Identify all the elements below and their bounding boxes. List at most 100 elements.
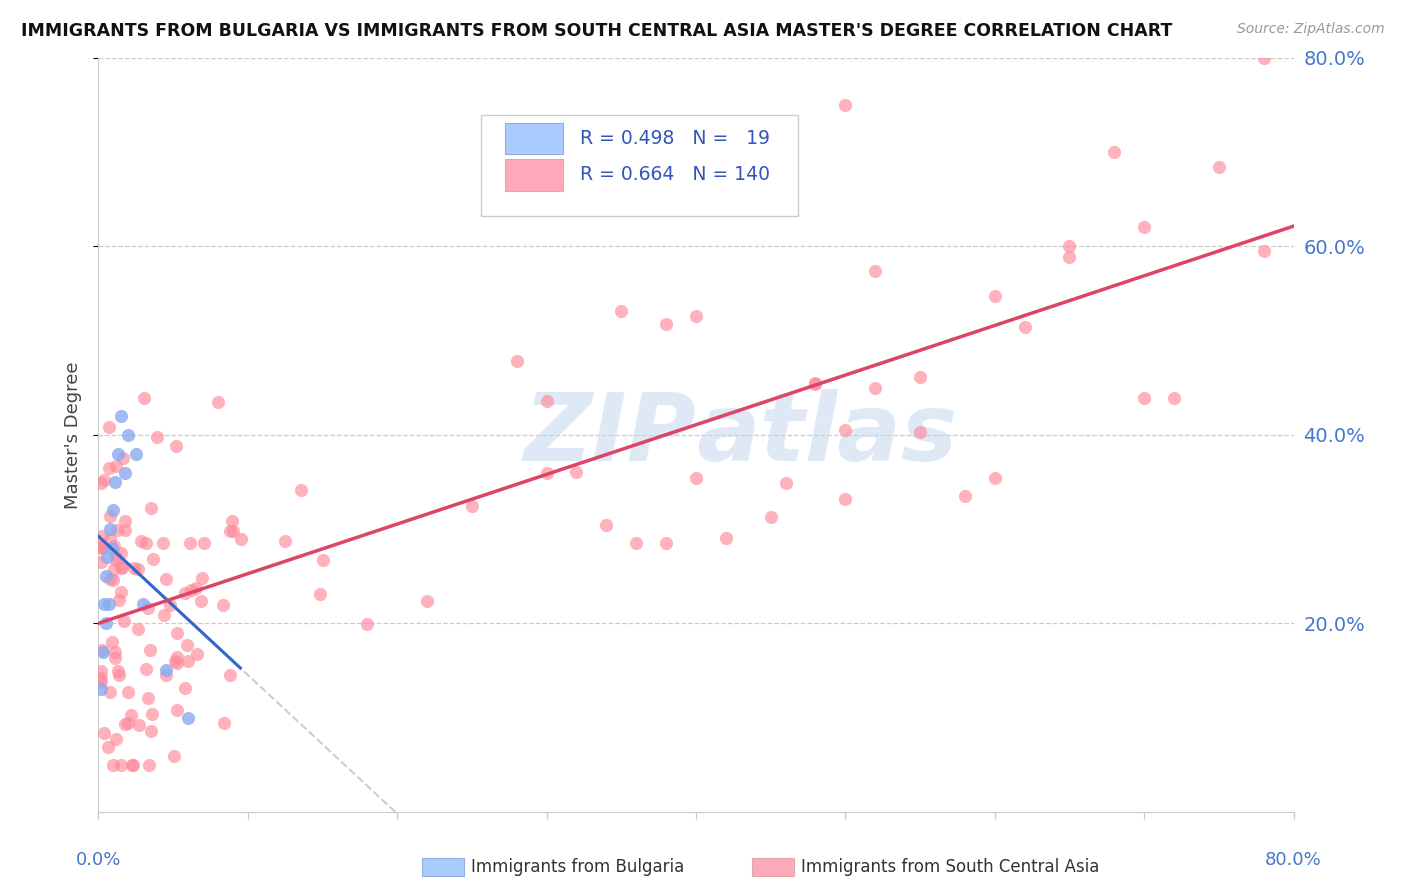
Point — [655, 317, 678, 331]
Text: ZIP: ZIP — [523, 389, 696, 481]
Point — [865, 264, 887, 278]
Point — [127, 562, 149, 576]
Point — [536, 466, 558, 480]
Point — [356, 616, 378, 631]
Point — [124, 561, 146, 575]
Point — [93, 598, 115, 612]
Point — [117, 685, 139, 699]
Point — [91, 644, 114, 658]
Point — [101, 757, 124, 772]
Point — [104, 549, 127, 563]
Point — [536, 393, 558, 408]
Point — [98, 572, 121, 586]
Point — [565, 466, 588, 480]
Point — [114, 524, 136, 538]
Point — [155, 668, 177, 682]
Point — [759, 510, 782, 524]
Point — [93, 726, 115, 740]
Point — [90, 476, 112, 491]
Point — [101, 541, 124, 555]
Point — [90, 540, 112, 554]
Point — [163, 654, 186, 668]
Point — [96, 550, 118, 565]
Point — [104, 650, 127, 665]
Point — [155, 572, 177, 586]
Point — [110, 546, 132, 560]
Point — [90, 682, 112, 697]
Point — [146, 430, 169, 444]
Point — [110, 409, 132, 423]
Point — [112, 614, 135, 628]
Text: 80.0%: 80.0% — [1265, 851, 1322, 869]
Point — [117, 716, 139, 731]
Point — [152, 536, 174, 550]
Point — [865, 381, 887, 395]
Point — [117, 427, 139, 442]
Point — [97, 739, 120, 754]
Point — [163, 749, 186, 764]
Point — [101, 573, 124, 587]
Point — [1059, 250, 1081, 264]
Point — [221, 515, 243, 529]
Point — [105, 524, 128, 538]
Point — [804, 376, 827, 391]
Point — [138, 642, 160, 657]
Point — [107, 664, 129, 678]
Text: Immigrants from South Central Asia: Immigrants from South Central Asia — [801, 858, 1099, 876]
Point — [121, 757, 143, 772]
Text: R = 0.664   N = 140: R = 0.664 N = 140 — [581, 165, 770, 185]
Point — [218, 667, 240, 681]
Point — [222, 524, 245, 538]
Point — [166, 703, 188, 717]
Point — [103, 561, 125, 575]
Point — [136, 601, 159, 615]
Text: atlas: atlas — [696, 389, 957, 481]
Text: IMMIGRANTS FROM BULGARIA VS IMMIGRANTS FROM SOUTH CENTRAL ASIA MASTER'S DEGREE C: IMMIGRANTS FROM BULGARIA VS IMMIGRANTS F… — [21, 22, 1173, 40]
Point — [655, 535, 678, 549]
Point — [191, 571, 214, 585]
Point — [142, 551, 165, 566]
Point — [110, 584, 132, 599]
Point — [166, 656, 188, 670]
Point — [186, 647, 208, 661]
Point — [179, 536, 201, 550]
Point — [114, 717, 136, 731]
Point — [193, 536, 215, 550]
Point — [153, 608, 176, 623]
Point — [685, 310, 707, 324]
Point — [626, 535, 648, 549]
Point — [212, 598, 235, 612]
Point — [953, 489, 976, 503]
Point — [103, 503, 125, 517]
Point — [804, 377, 827, 392]
Point — [184, 582, 207, 596]
Point — [714, 531, 737, 545]
Point — [105, 553, 128, 567]
Point — [218, 524, 240, 538]
Point — [98, 508, 121, 523]
FancyBboxPatch shape — [481, 114, 797, 216]
Point — [177, 654, 200, 668]
Point — [506, 353, 529, 368]
Point — [94, 616, 117, 631]
Text: Source: ZipAtlas.com: Source: ZipAtlas.com — [1237, 22, 1385, 37]
Point — [110, 757, 132, 772]
Point — [91, 643, 114, 657]
Point — [1133, 219, 1156, 234]
Y-axis label: Master's Degree: Master's Degree — [65, 361, 83, 508]
Point — [94, 569, 117, 583]
Text: 0.0%: 0.0% — [76, 851, 121, 869]
Point — [122, 757, 145, 772]
Point — [685, 471, 707, 485]
Point — [135, 662, 157, 676]
Point — [90, 675, 112, 690]
Point — [141, 706, 163, 721]
Point — [908, 370, 931, 384]
Point — [134, 391, 156, 405]
Point — [98, 532, 121, 546]
Point — [107, 667, 129, 681]
Point — [1253, 51, 1275, 65]
Point — [105, 732, 128, 747]
Point — [229, 532, 252, 546]
Point — [595, 518, 617, 533]
